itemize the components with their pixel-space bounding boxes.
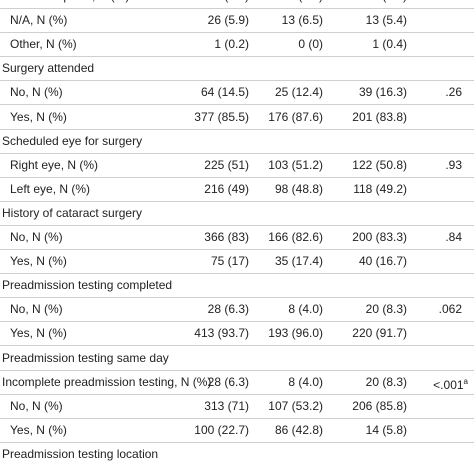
footnote-mark: a bbox=[463, 376, 468, 386]
value-cell: 39 (16.3) bbox=[358, 85, 407, 100]
value-cell: 8 (4.0) bbox=[288, 374, 323, 389]
row-label: No, N (%) bbox=[10, 85, 63, 100]
value-cell: 366 (83) bbox=[204, 230, 249, 244]
value-cell: 28 (6.3) bbox=[207, 302, 249, 317]
value-cell: 20 (8.3) bbox=[365, 374, 407, 389]
row-separator bbox=[0, 249, 474, 250]
row-separator bbox=[0, 345, 474, 346]
value-cell: 166 (82.6) bbox=[268, 230, 323, 244]
value-cell: 201 (83.8) bbox=[352, 109, 407, 124]
value-cell: 1 (0.2) bbox=[214, 37, 249, 52]
value-cell: 122 (50.8) bbox=[352, 157, 407, 172]
row-label: Yes, N (%) bbox=[10, 326, 67, 341]
section-header: Preadmission testing same day bbox=[2, 350, 169, 365]
row-separator bbox=[0, 32, 474, 33]
value-cell: 0 (0) bbox=[298, 37, 323, 52]
row-separator bbox=[0, 418, 474, 419]
value-cell: 313 (71) bbox=[204, 398, 249, 413]
value-cell: 216 (49) bbox=[204, 181, 249, 196]
value-cell: 98 (48.8) bbox=[274, 181, 323, 196]
value-cell: 14 (5.8) bbox=[365, 422, 407, 437]
p-value-text: .84 bbox=[445, 230, 462, 244]
p-value: .84 bbox=[445, 230, 462, 244]
section-header: Preadmission testing completed bbox=[2, 278, 173, 293]
value-cell: 220 (91.7) bbox=[352, 326, 407, 341]
row-separator bbox=[0, 56, 474, 57]
row-separator bbox=[0, 321, 474, 322]
p-value-text: .062 bbox=[438, 302, 462, 317]
section-header: Scheduled eye for surgery bbox=[2, 133, 143, 148]
p-value-text: <.001 bbox=[433, 377, 464, 392]
value-cell: 13 (5.4) bbox=[365, 13, 407, 28]
p-value: <.001a bbox=[433, 375, 468, 392]
row-label: Latino/Hispanic, N (%) bbox=[10, 0, 129, 3]
section-row-label: Incomplete preadmission testing, N (%) bbox=[2, 374, 212, 389]
row-label: No, N (%) bbox=[10, 398, 63, 413]
value-cell: 118 (49.2) bbox=[353, 181, 407, 196]
row-separator bbox=[0, 153, 474, 154]
value-cell: 13 (6.5) bbox=[281, 13, 323, 28]
row-separator bbox=[0, 80, 474, 81]
value-cell: 107 (53.2) bbox=[268, 398, 323, 413]
value-cell: 75 (17) bbox=[210, 254, 249, 269]
value-cell: 225 (51) bbox=[204, 157, 249, 172]
row-separator bbox=[0, 394, 474, 395]
value-cell: 100 (22.7) bbox=[194, 422, 249, 437]
value-cell: 11 (4.6) bbox=[367, 0, 407, 3]
row-separator bbox=[0, 129, 474, 130]
section-header: Preadmission testing location bbox=[2, 446, 159, 461]
section-header: Surgery attended bbox=[2, 61, 95, 76]
row-separator bbox=[0, 8, 474, 9]
value-cell: 413 (93.7) bbox=[194, 326, 249, 341]
p-value: .062 bbox=[439, 302, 462, 316]
value-cell: 377 (85.5) bbox=[194, 109, 249, 124]
row-label: Left eye, N (%) bbox=[10, 181, 91, 196]
row-label: Other, N (%) bbox=[10, 37, 77, 52]
value-cell: 15 (7.5) bbox=[282, 0, 323, 3]
row-label: N/A, N (%) bbox=[10, 13, 68, 28]
value-cell: 20 (8.3) bbox=[365, 302, 407, 317]
row-label: Yes, N (%) bbox=[10, 422, 67, 437]
p-value-text: .26 bbox=[445, 85, 462, 100]
row-label: No, N (%) bbox=[10, 302, 63, 317]
p-value-text: .93 bbox=[445, 157, 462, 172]
row-separator bbox=[0, 225, 474, 226]
row-separator bbox=[0, 297, 474, 298]
row-separator bbox=[0, 273, 474, 274]
row-label: Right eye, N (%) bbox=[10, 157, 99, 172]
row-separator bbox=[0, 370, 474, 371]
p-value: .93 bbox=[445, 158, 462, 172]
value-cell: 200 (83.3) bbox=[352, 230, 407, 244]
value-cell: 8 (4.0) bbox=[288, 302, 323, 317]
p-value: .26 bbox=[445, 85, 462, 99]
value-cell: 103 (51.2) bbox=[268, 157, 323, 172]
row-separator bbox=[0, 177, 474, 178]
row-separator bbox=[0, 104, 474, 105]
row-separator bbox=[0, 442, 474, 443]
value-cell: 86 (42.8) bbox=[274, 422, 323, 437]
value-cell: 26 (4.8) bbox=[208, 0, 249, 3]
value-cell: 40 (16.7) bbox=[358, 254, 407, 269]
row-separator bbox=[0, 201, 474, 202]
value-cell: 206 (85.8) bbox=[352, 398, 407, 413]
row-label: Yes, N (%) bbox=[10, 254, 67, 269]
value-cell: 176 (87.6) bbox=[268, 109, 323, 124]
value-cell: 64 (14.5) bbox=[200, 85, 249, 100]
row-label: No, N (%) bbox=[10, 230, 63, 244]
value-cell: 25 (12.4) bbox=[274, 85, 323, 100]
value-cell: 193 (96.0) bbox=[268, 326, 323, 341]
value-cell: 35 (17.4) bbox=[274, 254, 323, 269]
value-cell: 1 (0.4) bbox=[372, 37, 407, 52]
row-label: Yes, N (%) bbox=[10, 109, 67, 124]
value-cell: 26 (5.9) bbox=[207, 13, 249, 28]
section-header: History of cataract surgery bbox=[2, 205, 143, 220]
value-cell: 28 (6.3) bbox=[207, 374, 249, 389]
